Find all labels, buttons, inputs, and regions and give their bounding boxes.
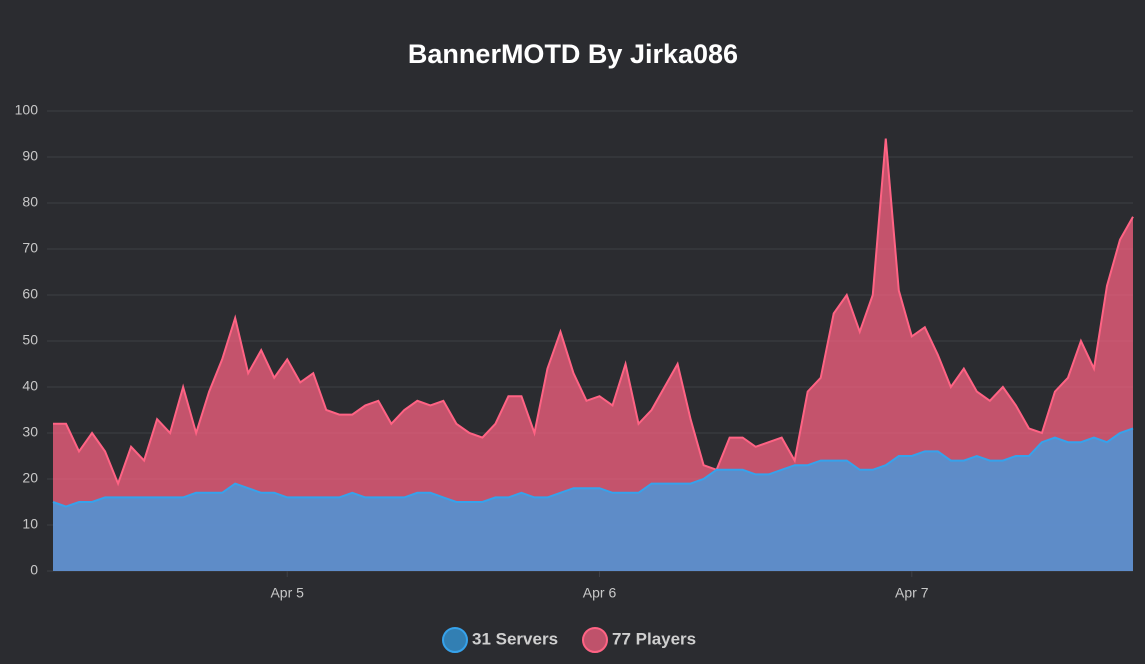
x-tick-label: Apr 6 [583, 585, 617, 601]
x-tick-label: Apr 7 [895, 585, 929, 601]
legend-marker [442, 627, 468, 653]
y-tick-label: 50 [22, 332, 38, 348]
legend-label: 77 Players [612, 629, 696, 648]
legend-label: 31 Servers [472, 629, 558, 648]
y-tick-label: 0 [30, 562, 38, 578]
y-tick-label: 10 [22, 516, 38, 532]
area [53, 138, 1133, 571]
y-tick-label: 30 [22, 424, 38, 440]
y-tick-label: 70 [22, 240, 38, 256]
chart-title: BannerMOTD By Jirka086 [408, 39, 738, 69]
line [52, 427, 1134, 508]
y-tick-label: 40 [22, 378, 38, 394]
y-tick-label: 20 [22, 470, 38, 486]
y-tick-label: 60 [22, 286, 38, 302]
y-tick-label: 80 [22, 194, 38, 210]
line [53, 138, 1134, 487]
y-tick-label: 90 [22, 148, 38, 164]
area [53, 428, 1133, 571]
x-tick-label: Apr 5 [270, 585, 304, 601]
legend-marker [582, 627, 608, 653]
y-tick-label: 100 [15, 102, 39, 118]
